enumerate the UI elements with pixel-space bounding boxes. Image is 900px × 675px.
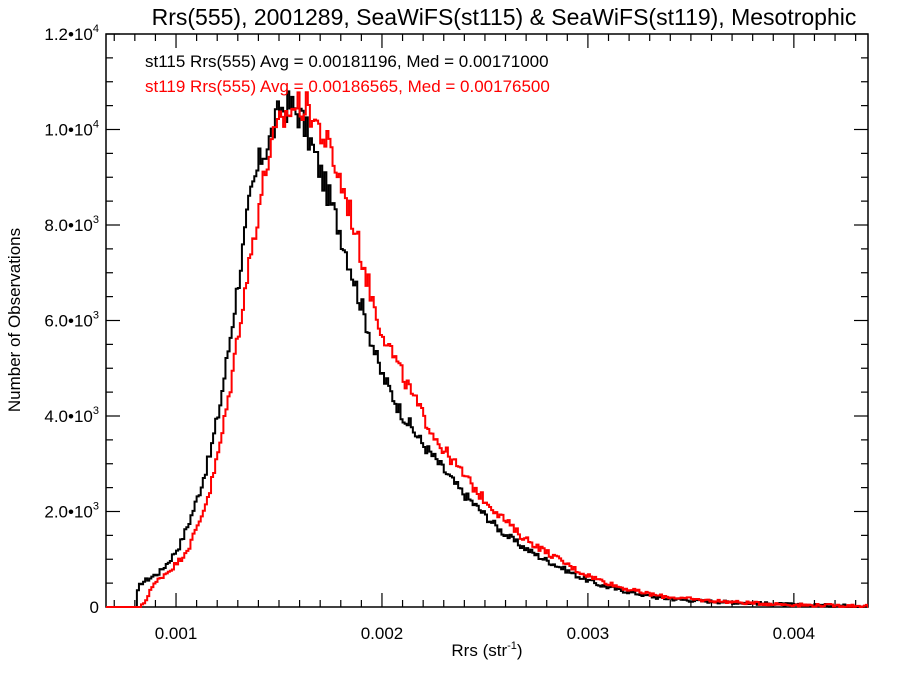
y-tick-mantissa: 8.0•10 bbox=[44, 216, 93, 235]
y-tick-label: 4.0•103 bbox=[44, 405, 99, 426]
y-axis-tick-labels: 02.0•1034.0•1036.0•1038.0•1031.0•1041.2•… bbox=[44, 23, 99, 617]
x-axis-tick-labels: 0.001 0.002 0.003 0.004 bbox=[155, 624, 815, 643]
chart-title: Rrs(555), 2001289, SeaWiFS(st115) & SeaW… bbox=[152, 4, 857, 30]
x-axis-label-main: Rrs (str bbox=[451, 641, 507, 660]
y-tick-label: 6.0•103 bbox=[44, 310, 99, 331]
y-tick-mantissa: 4.0•10 bbox=[44, 407, 93, 426]
x-tick-label: 0.003 bbox=[567, 624, 610, 643]
y-tick-label: 1.0•104 bbox=[44, 119, 99, 140]
x-tick-label: 0.002 bbox=[361, 624, 404, 643]
y-axis-label: Number of Observations bbox=[5, 228, 24, 412]
y-tick-mantissa: 2.0•10 bbox=[44, 503, 93, 522]
y-tick-mantissa: 1.0•10 bbox=[44, 121, 93, 140]
y-tick-label: 0 bbox=[90, 598, 99, 617]
x-tick-label: 0.004 bbox=[773, 624, 816, 643]
x-axis-ticks bbox=[113, 34, 857, 607]
y-tick-exponent: 4 bbox=[93, 23, 99, 35]
series-layer bbox=[106, 90, 868, 608]
y-tick-mantissa: 6.0•10 bbox=[44, 312, 93, 331]
y-tick-exponent: 3 bbox=[93, 310, 99, 322]
legend-entry-st115: st115 Rrs(555) Avg = 0.00181196, Med = 0… bbox=[145, 52, 549, 71]
x-axis-label-close: ) bbox=[517, 641, 523, 660]
y-tick-exponent: 3 bbox=[93, 405, 99, 417]
legend-entry-st119: st119 Rrs(555) Avg = 0.00186565, Med = 0… bbox=[145, 77, 550, 96]
y-tick-label: 1.2•104 bbox=[44, 23, 99, 44]
y-tick-exponent: 3 bbox=[93, 214, 99, 226]
y-tick-mantissa: 0 bbox=[90, 598, 99, 617]
x-tick-label: 0.001 bbox=[155, 624, 198, 643]
legend: st115 Rrs(555) Avg = 0.00181196, Med = 0… bbox=[145, 52, 550, 96]
y-tick-label: 2.0•103 bbox=[44, 501, 99, 522]
x-axis-label: Rrs (str-1) bbox=[451, 640, 522, 660]
histogram-series-st119 bbox=[106, 91, 868, 608]
y-tick-exponent: 3 bbox=[93, 501, 99, 513]
y-tick-exponent: 4 bbox=[93, 119, 99, 131]
x-axis-label-sup: -1 bbox=[507, 640, 517, 652]
histogram-series-st115 bbox=[106, 90, 868, 608]
y-tick-mantissa: 1.2•10 bbox=[44, 25, 93, 44]
y-tick-label: 8.0•103 bbox=[44, 214, 99, 235]
